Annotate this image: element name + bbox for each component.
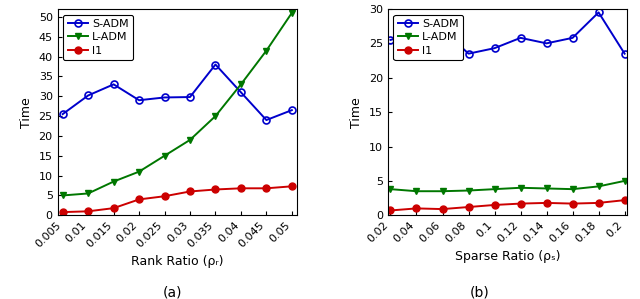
X-axis label: Sparse Ratio (ρₛ): Sparse Ratio (ρₛ) [455,250,560,263]
Text: (a): (a) [163,285,182,299]
Text: (b): (b) [470,285,490,299]
X-axis label: Rank Ratio (ρᵣ): Rank Ratio (ρᵣ) [131,255,223,268]
Y-axis label: Time: Time [20,97,33,127]
Legend: S-ADM, L-ADM, l1: S-ADM, L-ADM, l1 [63,15,133,60]
Legend: S-ADM, L-ADM, l1: S-ADM, L-ADM, l1 [394,15,463,60]
Y-axis label: Time: Time [350,97,364,127]
